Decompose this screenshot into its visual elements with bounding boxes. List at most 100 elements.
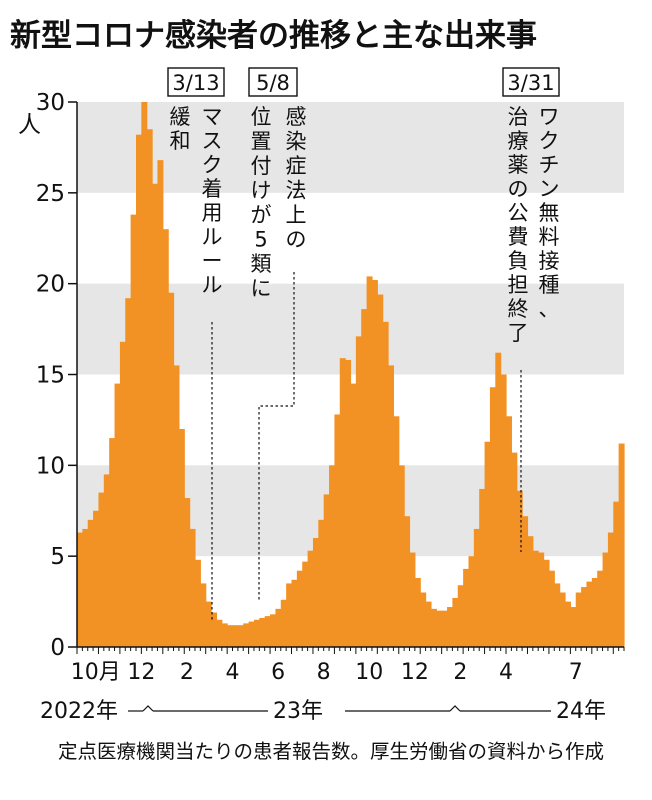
bar (200, 583, 207, 647)
x-tick-label: 8 (317, 660, 331, 685)
bar (119, 341, 126, 647)
bar (538, 552, 545, 647)
event-date-box (248, 67, 298, 97)
y-tick-label: 30 (36, 90, 65, 116)
event-leader (258, 272, 295, 600)
bar (82, 528, 89, 647)
x-tick-label: 4 (226, 660, 240, 685)
bar (532, 550, 539, 647)
bar (447, 607, 453, 647)
event-label: が (251, 203, 272, 227)
bar (371, 280, 378, 647)
event-label: 置 (251, 130, 272, 154)
event-label: ク (202, 153, 223, 177)
event-label: 終 (508, 297, 529, 321)
event-date: 3/31 (507, 71, 554, 95)
bar (125, 298, 132, 647)
bar (109, 438, 116, 647)
bar (570, 607, 577, 647)
bar (613, 501, 620, 647)
y-axis: 0 5 10 15 20 25 30人 (18, 90, 78, 661)
bar (130, 214, 137, 647)
bar (559, 592, 566, 647)
bar (243, 623, 250, 647)
bar (581, 587, 588, 647)
bar (339, 358, 346, 647)
event-label: ー (202, 249, 223, 273)
bar (393, 416, 400, 647)
bar (489, 387, 496, 647)
x-tick-label: 4 (499, 660, 513, 685)
event-label: ス (202, 129, 223, 153)
bar (157, 160, 164, 647)
chart-title: 新型コロナ感染者の推移と主な出来事 (10, 18, 537, 54)
bar (323, 494, 330, 647)
bar (248, 621, 255, 647)
bar (146, 129, 153, 647)
y-tick-label: 10 (36, 453, 65, 479)
event-label: ル (202, 225, 223, 249)
event-label: 費 (508, 225, 529, 249)
bar (135, 134, 142, 647)
x-tick-label: 2 (453, 660, 467, 685)
event-label: ク (539, 129, 560, 153)
bar (404, 516, 411, 647)
event-label: け (251, 179, 272, 203)
bar (500, 374, 507, 647)
bar (216, 619, 223, 647)
year-boundary (142, 705, 154, 712)
bar (189, 528, 196, 647)
y-tick-label: 20 (36, 272, 65, 298)
bar (361, 309, 368, 647)
bar (543, 559, 550, 647)
bar (334, 414, 341, 647)
event-label: 和 (170, 129, 191, 153)
y-tick-label: 15 (36, 363, 65, 389)
bar (463, 568, 470, 647)
bar (430, 608, 437, 647)
year-label: 2022年 (40, 699, 118, 724)
event-label: の (508, 177, 529, 201)
bar (591, 577, 598, 647)
x-tick-label: 2 (180, 660, 194, 685)
bar (237, 625, 244, 647)
event-label: 上 (286, 203, 307, 227)
bar (296, 570, 303, 647)
bar (114, 383, 121, 647)
bar (425, 601, 432, 647)
bar (270, 614, 277, 647)
x-axis: 10月 12 2 4 6 8 10 12 2 4 7 (71, 646, 625, 685)
bar (366, 276, 373, 647)
year-label: 23年 (273, 699, 323, 724)
bar (318, 519, 325, 647)
event-label: 料 (539, 225, 560, 249)
event-label: 類 (251, 252, 272, 276)
bar (484, 441, 491, 647)
year-boundary (449, 705, 461, 712)
event-label: 症 (286, 154, 307, 178)
event-label: 担 (508, 273, 529, 297)
bar (420, 592, 427, 647)
bar-series (77, 102, 625, 647)
event-label: 付 (251, 154, 272, 178)
bar (280, 599, 287, 647)
x-tick-label: 10月 (71, 660, 121, 685)
bar (93, 510, 100, 647)
bar (506, 416, 512, 647)
bar (253, 619, 260, 647)
bar (554, 583, 561, 647)
event-label: 緩 (170, 105, 191, 129)
bar (414, 577, 421, 647)
bar (307, 550, 314, 647)
bar (602, 552, 609, 647)
event-label: ン (539, 177, 560, 201)
bar (473, 528, 480, 647)
bar (548, 570, 555, 647)
bar (468, 556, 475, 647)
bar (457, 585, 464, 647)
bar (302, 561, 309, 647)
source-note: 定点医療機関当たりの患者報告数。厚生労働省の資料から作成 (58, 740, 605, 763)
year-axis: 2022年 23年 24年 (40, 699, 606, 724)
bar (398, 465, 405, 647)
y-axis-unit: 人 (18, 112, 41, 138)
